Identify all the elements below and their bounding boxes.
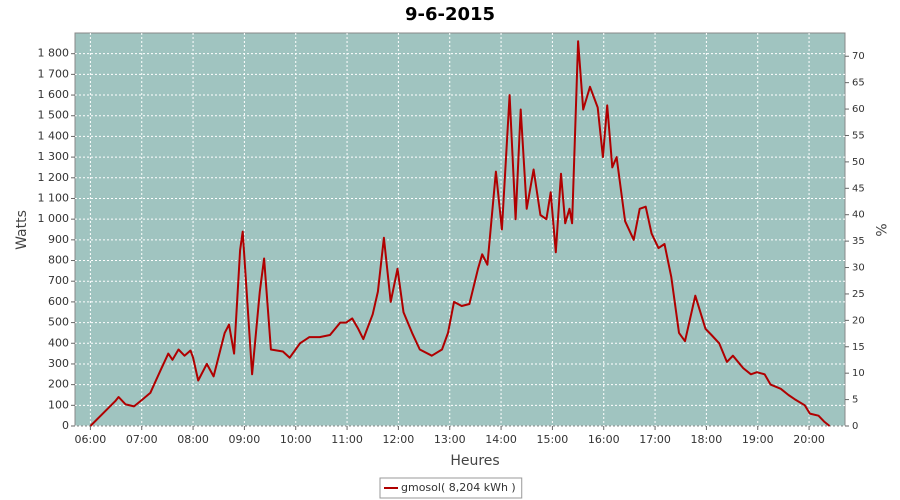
y2-tick-label: 25 xyxy=(852,289,865,300)
y-tick-label: 1 400 xyxy=(38,129,70,142)
y-tick-label: 700 xyxy=(48,274,69,287)
y-tick-label: 400 xyxy=(48,336,69,349)
x-tick-label: 16:00 xyxy=(588,433,620,446)
y2-tick-label: 40 xyxy=(852,210,865,221)
x-tick-label: 19:00 xyxy=(742,433,774,446)
y-tick-label: 200 xyxy=(48,378,69,391)
x-tick-label: 11:00 xyxy=(331,433,363,446)
y2-tick-label: 60 xyxy=(852,104,865,115)
y2-tick-label: 0 xyxy=(852,421,858,432)
x-axis-label: Heures xyxy=(450,453,499,469)
legend-box xyxy=(379,477,523,499)
y-tick-label: 1 000 xyxy=(38,212,70,225)
y-tick-label: 1 600 xyxy=(38,88,70,101)
y-tick-label: 1 100 xyxy=(38,191,70,204)
y-tick-label: 0 xyxy=(62,419,69,432)
y-tick-label: 300 xyxy=(48,357,69,370)
y-tick-label: 100 xyxy=(48,398,69,411)
legend-item: gmosol( 8,204 kWh ) xyxy=(379,477,523,499)
x-tick-label: 20:00 xyxy=(793,433,825,446)
x-tick-label: 13:00 xyxy=(434,433,466,446)
y-tick-label: 1 300 xyxy=(38,150,70,163)
y2-tick-label: 10 xyxy=(852,368,865,379)
x-tick-label: 12:00 xyxy=(383,433,415,446)
y-tick-label: 1 700 xyxy=(38,67,70,80)
y2-axis-label: % xyxy=(872,223,888,236)
y2-tick-label: 15 xyxy=(852,342,865,353)
x-tick-label: 09:00 xyxy=(229,433,261,446)
y-tick-label: 800 xyxy=(48,254,69,267)
x-tick-label: 08:00 xyxy=(177,433,209,446)
y-tick-label: 900 xyxy=(48,233,69,246)
y2-tick-label: 50 xyxy=(852,157,865,168)
y-tick-label: 500 xyxy=(48,316,69,329)
x-tick-label: 06:00 xyxy=(75,433,107,446)
plot-area xyxy=(74,32,846,427)
y2-tick-label: 65 xyxy=(852,78,865,89)
x-tick-label: 14:00 xyxy=(485,433,517,446)
y-tick-label: 1 200 xyxy=(38,171,70,184)
x-tick-label: 10:00 xyxy=(280,433,312,446)
y-tick-label: 1 500 xyxy=(38,109,70,122)
x-tick-label: 18:00 xyxy=(691,433,723,446)
legend-label: gmosol( 8,204 kWh ) xyxy=(401,481,516,494)
y2-tick-label: 45 xyxy=(852,183,865,194)
y2-tick-label: 30 xyxy=(852,263,865,274)
y2-tick-label: 20 xyxy=(852,315,865,326)
y2-tick-label: 55 xyxy=(852,130,865,141)
y2-tick-label: 5 xyxy=(852,395,858,406)
x-tick-label: 15:00 xyxy=(537,433,569,446)
y2-tick-label: 35 xyxy=(852,236,865,247)
y2-tick-label: 70 xyxy=(852,51,865,62)
x-tick-label: 17:00 xyxy=(639,433,671,446)
y-axis-label: Watts xyxy=(14,210,30,250)
chart-title: 9-6-2015 xyxy=(405,4,495,25)
y-tick-label: 1 800 xyxy=(38,47,70,60)
data-line xyxy=(89,40,831,427)
x-tick-label: 07:00 xyxy=(126,433,158,446)
y-tick-label: 600 xyxy=(48,295,69,308)
